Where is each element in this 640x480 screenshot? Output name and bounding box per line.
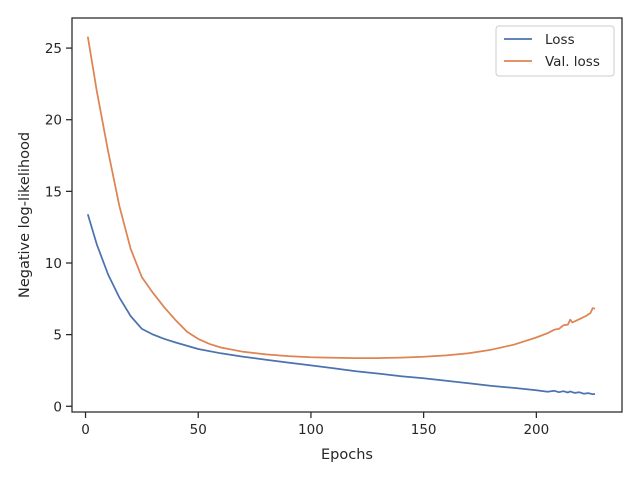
y-tick-label: 25	[45, 41, 62, 57]
y-tick-label: 20	[45, 113, 62, 129]
series-line-val-loss	[86, 36, 596, 359]
plot-area	[72, 18, 622, 412]
x-tick-label: 200	[523, 422, 549, 438]
x-tick-label: 50	[190, 422, 207, 438]
y-axis-title: Negative log-likelihood	[17, 132, 33, 298]
legend: Loss Val. loss	[495, 25, 615, 77]
x-tick-label: 100	[298, 422, 324, 438]
legend-label-val-loss: Val. loss	[545, 54, 600, 70]
legend-label-loss: Loss	[545, 32, 575, 48]
x-tick-label: 150	[411, 422, 437, 438]
y-tick-label: 0	[53, 399, 62, 415]
y-tick-label: 10	[45, 256, 62, 272]
plot-frame	[71, 17, 623, 413]
x-tick-label: 0	[81, 422, 90, 438]
y-axis-ticks: 0 5 10 15 20 25	[45, 41, 72, 415]
y-tick-label: 5	[53, 328, 62, 344]
x-axis-title: Epochs	[321, 447, 373, 463]
series-layer	[86, 36, 596, 396]
x-axis-ticks: 0 50 100 150 200	[81, 412, 549, 438]
y-tick-label: 15	[45, 184, 62, 200]
series-line-loss	[86, 214, 596, 396]
